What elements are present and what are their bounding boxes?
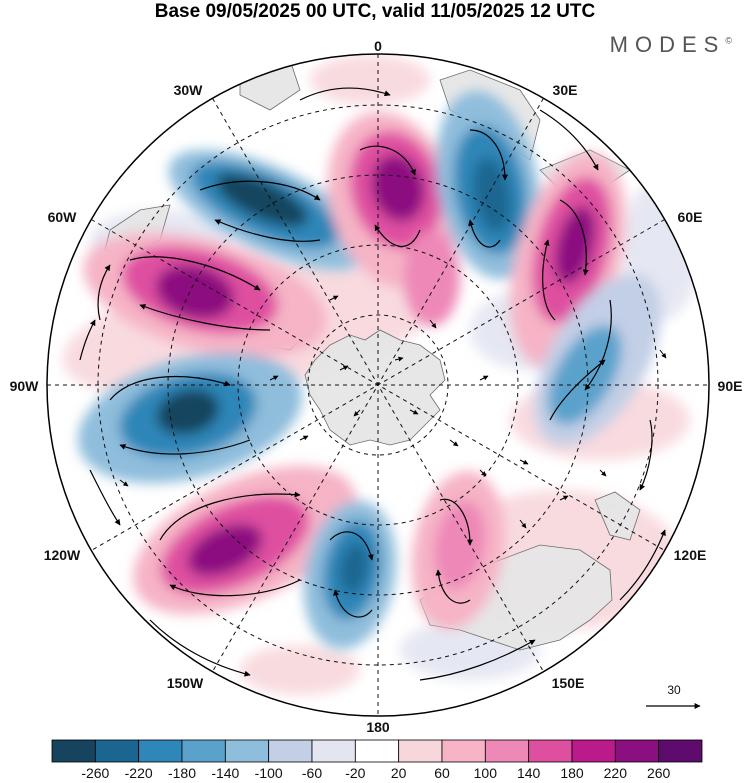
- colorbar-swatch: [224, 739, 270, 763]
- anomaly-lobes: [77, 91, 662, 650]
- colorbar-tick-label: 140: [517, 765, 541, 781]
- lon-label-120w: 120W: [44, 547, 81, 563]
- colorbar-swatch: [181, 739, 226, 763]
- colorbar-tick-label: 100: [474, 765, 498, 781]
- lon-label-60w: 60W: [48, 209, 78, 225]
- lon-label-90e: 90E: [718, 378, 743, 394]
- lon-label-0: 0: [374, 38, 382, 54]
- colorbar-tick-label: -220: [125, 765, 153, 781]
- short-vectors: [119, 295, 667, 641]
- lon-label-180: 180: [366, 719, 390, 735]
- colorbar-tick-label: -100: [255, 765, 283, 781]
- colorbar-swatch: [138, 739, 183, 763]
- map-border: [46, 53, 710, 717]
- lon-label-30e: 30E: [553, 82, 578, 98]
- colorbar: -260 -220 -180 -140 -100 -60 -20 20 60 100 140 180 2…: [51, 739, 703, 781]
- lon-label-60e: 60E: [678, 209, 703, 225]
- colorbar-swatch: [354, 739, 400, 763]
- colorbar-tick-label: 60: [434, 765, 450, 781]
- colorbar-swatch: [398, 739, 443, 763]
- colorbar-swatch: [614, 739, 660, 763]
- lon-label-150e: 150E: [552, 675, 585, 691]
- colorbar-tick-label: 20: [391, 765, 407, 781]
- brand-text: MODES: [609, 32, 726, 57]
- colorbar-tick-label: -260: [81, 765, 109, 781]
- colorbar-tick-label: 220: [604, 765, 628, 781]
- lon-label-30w: 30W: [174, 82, 204, 98]
- lon-label-150w: 150W: [167, 675, 204, 691]
- lon-label-90w: 90W: [10, 378, 40, 394]
- colorbar-swatch: [658, 739, 703, 763]
- map-title: Base 09/05/2025 00 UTC, valid 11/05/2025…: [154, 1, 596, 22]
- brand-mark: ©: [725, 35, 732, 46]
- colorbar-swatch: [571, 739, 616, 763]
- colorbar-tick-label: -60: [302, 765, 322, 781]
- colorbar-swatch: [268, 739, 313, 763]
- map-disc: [47, 54, 709, 716]
- colorbar-tick-label: -20: [345, 765, 365, 781]
- colorbar-swatch: [94, 739, 140, 763]
- colorbar-swatch: [311, 739, 356, 763]
- colorbar-tick-label: 260: [647, 765, 671, 781]
- graticule: [47, 54, 709, 716]
- colorbar-tick-label: 180: [560, 765, 584, 781]
- lon-label-120e: 120E: [674, 547, 707, 563]
- vector-scale-label: 30: [667, 683, 681, 697]
- colorbar-tick-label: -180: [168, 765, 196, 781]
- brand-logo: MODES©: [610, 32, 732, 58]
- wind-vectors: [79, 87, 666, 681]
- colorbar-swatch: [51, 739, 96, 763]
- colorbar-swatch: [484, 739, 530, 763]
- vector-scale: 30: [646, 683, 701, 709]
- colorbar-swatch: [441, 739, 486, 763]
- colorbar-swatch: [528, 739, 573, 763]
- colorbar-tick-label: -140: [211, 765, 239, 781]
